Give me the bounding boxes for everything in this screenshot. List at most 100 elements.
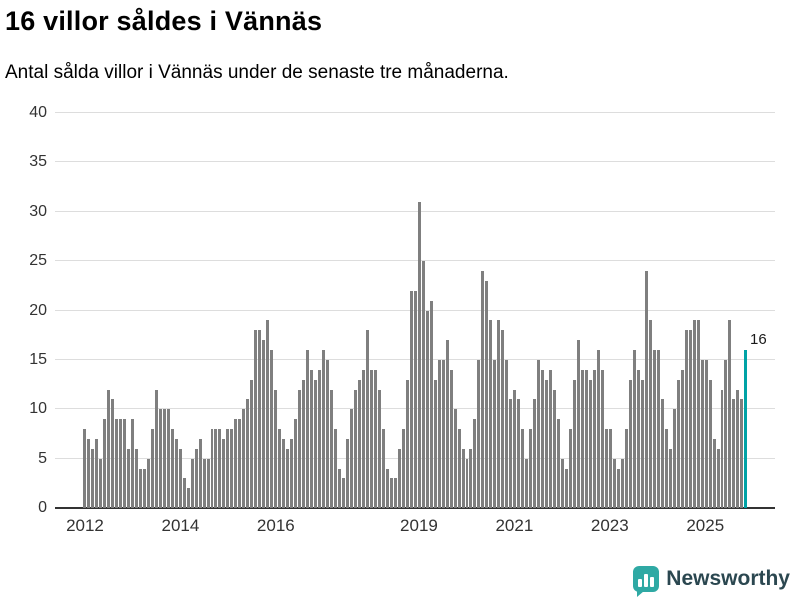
bar	[712, 438, 716, 508]
x-tick-label: 2012	[66, 516, 104, 535]
bar	[314, 379, 318, 508]
bar	[385, 468, 389, 508]
bar	[732, 399, 736, 508]
bar	[170, 429, 174, 508]
bar	[365, 330, 369, 508]
bar	[589, 379, 592, 508]
chart: 0 5 10 15 20 25 30 35 40 2012 2014 2016 2019 2021 2023…	[0, 100, 800, 560]
bar	[238, 419, 242, 508]
bar	[218, 429, 222, 508]
bar	[652, 350, 656, 508]
bar	[509, 399, 513, 508]
newsworthy-chart-icon	[633, 566, 660, 597]
bar	[166, 409, 170, 508]
y-tick-label: 10	[29, 400, 47, 418]
bar	[421, 261, 425, 508]
bar	[397, 448, 401, 508]
bar	[126, 448, 130, 508]
bar	[672, 409, 676, 508]
bar	[302, 379, 306, 508]
bar	[581, 369, 585, 508]
bar	[529, 429, 533, 508]
bar	[338, 468, 341, 508]
bar	[740, 399, 744, 508]
bar	[154, 389, 158, 508]
bar	[600, 369, 604, 508]
bar	[565, 468, 569, 508]
bar	[692, 320, 696, 508]
bar	[310, 369, 314, 508]
bar	[401, 429, 405, 508]
bar	[593, 369, 596, 508]
bar	[537, 359, 541, 508]
bar	[266, 320, 270, 508]
bar	[417, 201, 421, 508]
bar	[246, 399, 250, 508]
y-tick-label: 40	[29, 104, 47, 121]
bar	[445, 340, 449, 508]
y-tick-label: 15	[29, 350, 47, 368]
bar	[720, 389, 724, 508]
bar	[353, 389, 357, 508]
bar	[449, 369, 453, 508]
bar	[453, 409, 457, 508]
bar	[361, 369, 365, 508]
bar	[377, 389, 381, 508]
bar	[322, 350, 326, 508]
bar	[497, 320, 501, 508]
bar	[290, 438, 294, 508]
bar	[106, 389, 110, 508]
bar	[234, 419, 238, 508]
bar	[318, 369, 322, 508]
newsworthy-logo-text: Newsworthy	[666, 567, 790, 590]
bar	[258, 330, 262, 508]
chart-subtitle: Antal sålda villor i Vännäs under de sen…	[5, 62, 509, 83]
y-tick-label: 0	[38, 499, 47, 516]
bar	[493, 359, 497, 508]
bar	[134, 448, 138, 508]
logo-bar-icon	[638, 579, 643, 587]
bar	[656, 350, 660, 508]
bar	[485, 280, 489, 508]
bar	[429, 300, 433, 508]
bar	[585, 369, 589, 508]
bar	[628, 379, 632, 508]
chart-title: 16 villor såldes i Vännäs	[5, 6, 323, 36]
bar	[465, 458, 469, 508]
bar	[393, 478, 397, 508]
bar	[573, 379, 577, 508]
bar	[477, 359, 481, 508]
bar	[162, 409, 166, 508]
bar	[298, 389, 302, 508]
bar	[640, 379, 644, 508]
bar	[118, 419, 122, 508]
bar	[473, 419, 477, 508]
bar	[326, 359, 330, 508]
bar	[334, 429, 337, 508]
bar	[461, 448, 465, 508]
gridline	[55, 112, 775, 113]
y-tick-label: 5	[38, 449, 47, 467]
bar	[150, 429, 154, 508]
bar	[349, 409, 353, 508]
bar	[274, 389, 278, 508]
bar	[186, 488, 190, 508]
newsworthy-logo[interactable]: Newsworthy	[633, 566, 790, 597]
bar	[262, 340, 266, 508]
bar	[561, 458, 565, 508]
bar	[222, 438, 226, 508]
bar	[489, 320, 493, 508]
y-tick-label: 20	[29, 301, 47, 319]
bar	[425, 310, 429, 508]
bar	[553, 389, 557, 508]
bar	[286, 448, 290, 508]
bar	[632, 350, 636, 508]
bar	[98, 458, 102, 508]
bar	[513, 389, 517, 508]
bar	[541, 369, 545, 508]
bar	[716, 448, 720, 508]
x-tick-label: 2021	[495, 516, 534, 535]
bar	[270, 350, 274, 508]
bar	[469, 448, 473, 508]
bar	[194, 448, 198, 508]
